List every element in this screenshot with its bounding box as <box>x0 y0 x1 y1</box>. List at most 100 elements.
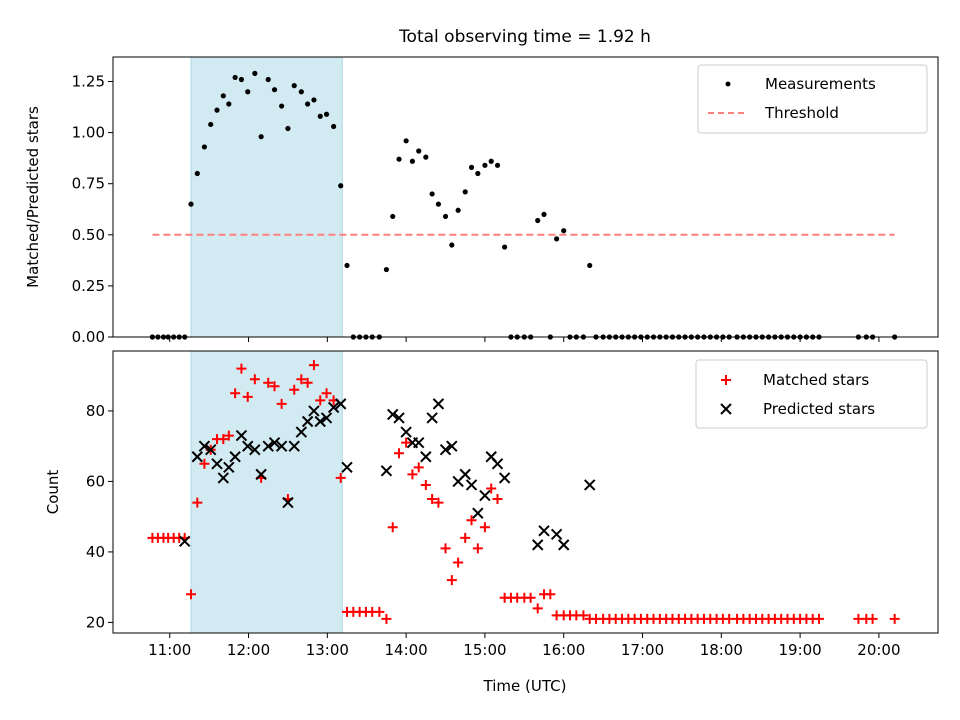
measurement-point <box>344 263 349 268</box>
measurement-point <box>208 122 213 127</box>
measurement-point <box>410 159 415 164</box>
x-tick-label: 18:00 <box>700 641 743 659</box>
predicted-star-point <box>401 427 411 437</box>
x-tick-label: 14:00 <box>385 641 428 659</box>
matched-star-point <box>388 522 398 532</box>
predicted-star-point <box>460 469 470 479</box>
measurement-point <box>338 183 343 188</box>
top-y-axis-label: Matched/Predicted stars <box>24 106 42 288</box>
predicted-star-point <box>473 508 483 518</box>
matched-star-point <box>407 469 417 479</box>
measurement-point <box>436 202 441 207</box>
matched-star-point <box>526 593 536 603</box>
x-axis-label: Time (UTC) <box>483 677 567 695</box>
bottom-panel: 20 40 60 80 11:00 12:00 13:00 14:00 15:00 16:00 17… <box>44 351 938 659</box>
measurement-point <box>416 148 421 153</box>
top-shaded-interval <box>191 57 342 337</box>
measurement-point <box>272 87 277 92</box>
measurement-point <box>195 171 200 176</box>
matched-star-point <box>381 614 391 624</box>
matched-star-point <box>480 522 490 532</box>
bottom-shaded-interval <box>191 351 342 633</box>
top-panel: 0.000.250.500.751.001.25 Matched/Predict… <box>24 57 938 346</box>
matched-star-point <box>394 448 404 458</box>
matched-star-point <box>473 543 483 553</box>
measurement-point <box>535 218 540 223</box>
predicted-star-point <box>552 529 562 539</box>
x-tick-label: 17:00 <box>621 641 664 659</box>
matched-star-point <box>421 480 431 490</box>
measurement-point <box>404 138 409 143</box>
matched-star-point <box>545 589 555 599</box>
measurement-point <box>469 165 474 170</box>
x-tick-label: 19:00 <box>778 641 821 659</box>
matched-star-point <box>533 603 543 613</box>
predicted-star-point <box>427 413 437 423</box>
predicted-star-point <box>533 540 543 550</box>
measurement-point <box>279 103 284 108</box>
measurement-point <box>502 244 507 249</box>
predicted-star-point <box>433 399 443 409</box>
measurement-point <box>221 93 226 98</box>
matched-star-point <box>493 494 503 504</box>
measurement-point <box>226 101 231 106</box>
matched-star-point <box>414 462 424 472</box>
measurement-point <box>233 75 238 80</box>
x-tick-label: 12:00 <box>227 641 270 659</box>
measurement-point <box>331 124 336 129</box>
measurement-point <box>463 189 468 194</box>
measurement-point <box>423 155 428 160</box>
matched-star-point <box>453 558 463 568</box>
predicted-star-point <box>500 473 510 483</box>
legend-predicted-label: Predicted stars <box>763 400 875 418</box>
matched-star-point <box>868 614 878 624</box>
bottom-y-tick-label: 80 <box>86 402 105 420</box>
top-y-tick-label: 0.25 <box>72 277 105 295</box>
matched-star-point <box>447 575 457 585</box>
measurement-point <box>561 228 566 233</box>
matched-star-point <box>460 533 470 543</box>
x-tick-label: 15:00 <box>463 641 506 659</box>
top-y-tick-label: 0.50 <box>72 226 105 244</box>
measurement-point <box>252 71 257 76</box>
measurement-point <box>489 159 494 164</box>
predicted-star-point <box>467 480 477 490</box>
x-tick-label: 13:00 <box>306 641 349 659</box>
measurement-point <box>266 77 271 82</box>
bottom-y-tick-label: 40 <box>86 543 105 561</box>
measurement-point <box>482 163 487 168</box>
x-tick-label: 16:00 <box>542 641 585 659</box>
measurement-point <box>396 157 401 162</box>
measurement-point <box>324 112 329 117</box>
measurement-point <box>390 214 395 219</box>
measurement-point <box>495 163 500 168</box>
figure: Total observing time = 1.92 h 0.000.250.… <box>0 0 960 720</box>
predicted-star-point <box>342 462 352 472</box>
top-y-tick-label: 1.00 <box>72 124 105 142</box>
legend-measurements-label: Measurements <box>765 75 876 93</box>
measurement-point <box>475 171 480 176</box>
predicted-star-point <box>414 438 424 448</box>
measurement-point <box>202 144 207 149</box>
bottom-y-tick-label: 20 <box>86 613 105 631</box>
predicted-star-point <box>559 540 569 550</box>
bottom-y-axis-label: Count <box>44 470 62 515</box>
predicted-star-point <box>480 491 490 501</box>
legend-measurements-marker <box>726 82 731 87</box>
top-y-tick-label: 0.75 <box>72 175 105 193</box>
matched-star-point <box>441 543 451 553</box>
measurement-point <box>449 242 454 247</box>
measurement-point <box>443 214 448 219</box>
top-y-tick-label: 0.00 <box>72 328 105 346</box>
top-legend: Measurements Threshold <box>698 65 927 133</box>
predicted-star-point <box>421 452 431 462</box>
measurement-point <box>554 236 559 241</box>
x-tick-label: 20:00 <box>857 641 900 659</box>
matched-star-point <box>374 607 384 617</box>
measurement-point <box>305 101 310 106</box>
measurement-point <box>299 89 304 94</box>
measurement-point <box>311 97 316 102</box>
measurement-point <box>318 114 323 119</box>
measurement-point <box>541 212 546 217</box>
x-tick-label: 11:00 <box>148 641 191 659</box>
